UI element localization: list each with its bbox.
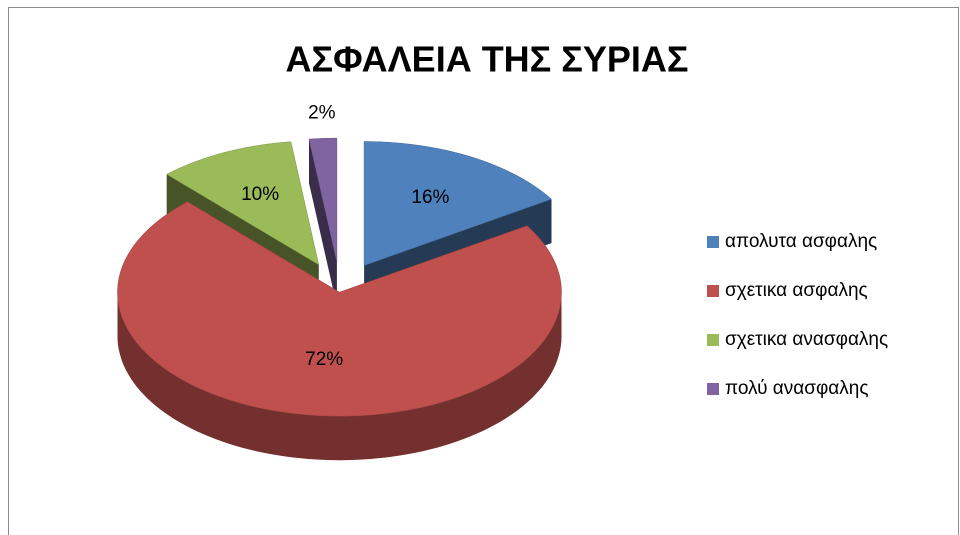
legend-label: σχετικα ανασφαλης <box>725 329 888 350</box>
legend-label: σχετικα ασφαλης <box>725 280 868 301</box>
pie: 16% 72% 10% 2% <box>117 103 562 461</box>
chart-title: ΑΣΦΑΛΕΙΑ ΤΗΣ ΣΥΡΙΑΣ <box>285 39 688 80</box>
slice-wall <box>117 292 562 461</box>
slice <box>166 141 320 266</box>
slice <box>117 201 562 417</box>
data-label: 16% <box>411 187 449 208</box>
legend-swatch <box>707 285 719 297</box>
data-label: 2% <box>308 103 336 124</box>
slice <box>308 137 338 263</box>
legend-label: απολυτα ασφαλης <box>725 231 877 252</box>
data-label: 72% <box>305 349 343 370</box>
legend-swatch <box>707 236 719 248</box>
slice <box>363 141 552 266</box>
legend: απολυτα ασφαλης σχετικα ασφαλης σχετικα αν… <box>707 231 888 399</box>
legend-label: πολύ ανασφαλης <box>725 378 868 399</box>
legend-swatch <box>707 334 719 346</box>
slice-face <box>309 139 337 307</box>
legend-swatch <box>707 383 719 395</box>
data-label: 10% <box>241 184 279 205</box>
